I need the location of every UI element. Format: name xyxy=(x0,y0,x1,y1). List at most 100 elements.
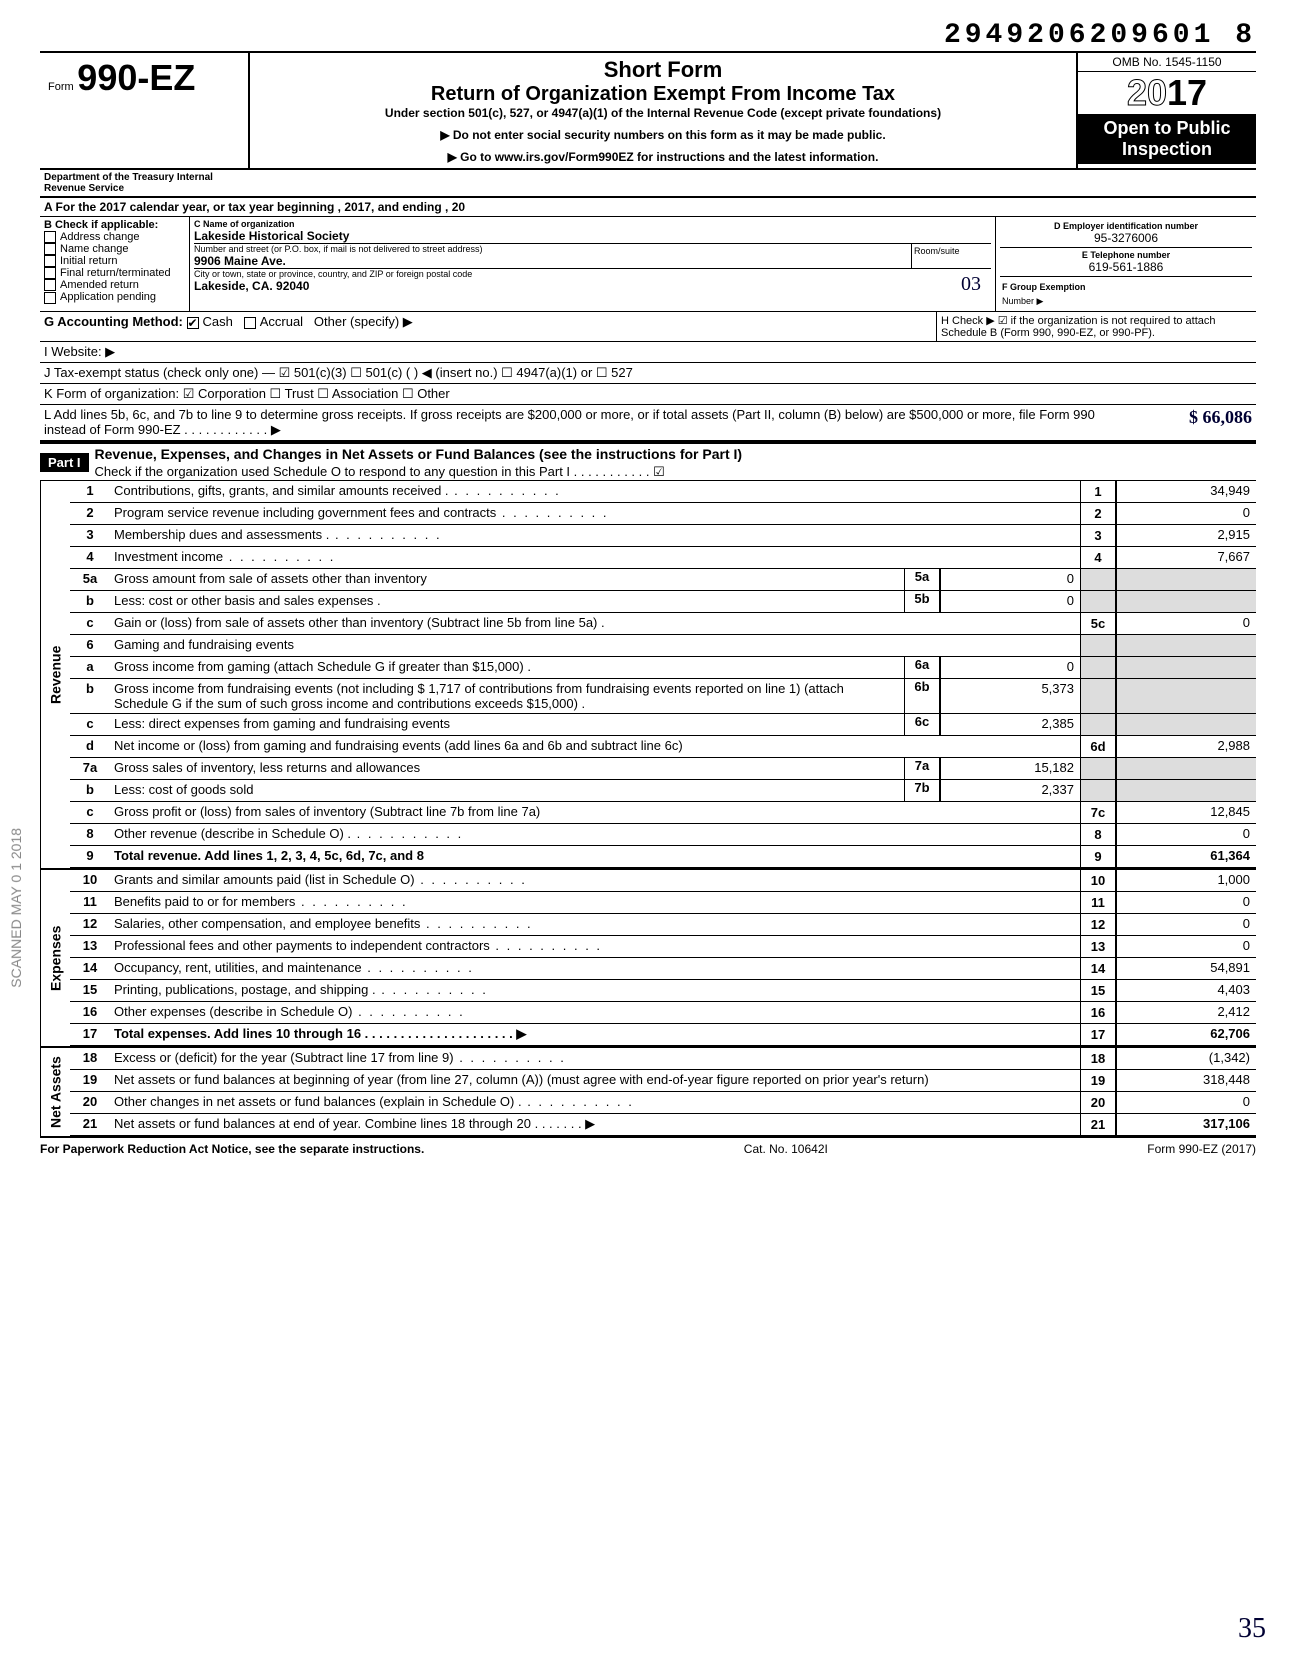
cash-checkbox[interactable] xyxy=(187,317,199,329)
ln-num: 8 xyxy=(70,824,110,845)
inner-box: 5b xyxy=(904,591,940,612)
revenue-side-label: Revenue xyxy=(40,481,70,868)
ln-value: 2,988 xyxy=(1116,736,1256,757)
form-subtitle: Return of Organization Exempt From Incom… xyxy=(260,83,1066,106)
line-k: K Form of organization: ☑ Corporation ☐ … xyxy=(40,384,1256,405)
open-to-public: Open to Public Inspection xyxy=(1078,114,1256,164)
f-sub: Number ▶ xyxy=(1002,296,1043,306)
form-under: Under section 501(c), 527, or 4947(a)(1)… xyxy=(260,106,1066,120)
ln-num: 17 xyxy=(70,1024,110,1045)
b-opt[interactable]: Address change xyxy=(44,231,185,243)
ln-box: 5c xyxy=(1080,613,1116,634)
ln-text: Gross income from fundraising events (no… xyxy=(110,679,904,713)
paperwork-notice: For Paperwork Reduction Act Notice, see … xyxy=(40,1142,424,1156)
b-opt[interactable]: Amended return xyxy=(44,279,185,291)
ln-box-shade xyxy=(1080,657,1116,678)
room-handwritten: 03 xyxy=(961,273,981,296)
org-address: 9906 Maine Ave. xyxy=(194,254,911,268)
line-j: J Tax-exempt status (check only one) — ☑… xyxy=(40,363,1256,384)
ln-box: 15 xyxy=(1080,980,1116,1001)
line-l-text: L Add lines 5b, 6c, and 7b to line 9 to … xyxy=(44,407,1112,438)
ln-num: 12 xyxy=(70,914,110,935)
ln-value: 0 xyxy=(1116,914,1256,935)
inner-value: 5,373 xyxy=(940,679,1080,713)
inner-box: 7a xyxy=(904,758,940,779)
ln-num: 2 xyxy=(70,503,110,524)
inner-value: 2,385 xyxy=(940,714,1080,735)
ln-text: Salaries, other compensation, and employ… xyxy=(110,914,1080,935)
org-name: Lakeside Historical Society xyxy=(194,229,991,243)
ln-text: Grants and similar amounts paid (list in… xyxy=(110,870,1080,891)
ln-text: Less: cost or other basis and sales expe… xyxy=(110,591,904,612)
ln-value: 34,949 xyxy=(1116,481,1256,502)
ln-val-shade xyxy=(1116,780,1256,801)
netassets-side-label: Net Assets xyxy=(40,1048,70,1136)
ln-value: 1,000 xyxy=(1116,870,1256,891)
expenses-section: Expenses 10Grants and similar amounts pa… xyxy=(40,870,1256,1048)
form-title-box: Short Form Return of Organization Exempt… xyxy=(250,53,1076,168)
ln-num: 4 xyxy=(70,547,110,568)
org-city: Lakeside, CA. 92040 xyxy=(194,279,991,293)
form-number-box: Form 990-EZ xyxy=(40,53,250,168)
ln-text: Less: cost of goods sold xyxy=(110,780,904,801)
line-i: I Website: ▶ xyxy=(40,342,1256,363)
ln-value: 7,667 xyxy=(1116,547,1256,568)
revenue-section: Revenue 1Contributions, gifts, grants, a… xyxy=(40,481,1256,870)
ln-num: 7a xyxy=(70,758,110,779)
ln-val-shade xyxy=(1116,569,1256,590)
accrual-label: Accrual xyxy=(260,314,303,329)
form-note1: ▶ Do not enter social security numbers o… xyxy=(260,128,1066,142)
page-footer: For Paperwork Reduction Act Notice, see … xyxy=(40,1138,1256,1156)
b-opt[interactable]: Application pending xyxy=(44,291,185,303)
ln-text: Less: direct expenses from gaming and fu… xyxy=(110,714,904,735)
ln-text: Occupancy, rent, utilities, and maintena… xyxy=(110,958,1080,979)
ln-num: c xyxy=(70,613,110,634)
ln-num: 9 xyxy=(70,846,110,867)
form-header: Form 990-EZ Short Form Return of Organiz… xyxy=(40,51,1256,170)
document-id: 2949206209601 8 xyxy=(40,20,1256,51)
ln-text: Program service revenue including govern… xyxy=(110,503,1080,524)
room-label: Room/suite xyxy=(914,246,989,256)
ln-box-shade xyxy=(1080,679,1116,713)
catalog-number: Cat. No. 10642I xyxy=(744,1142,828,1156)
ln-text: Gross profit or (loss) from sales of inv… xyxy=(110,802,1080,823)
inner-value: 15,182 xyxy=(940,758,1080,779)
ln-box: 8 xyxy=(1080,824,1116,845)
ln-text: Gain or (loss) from sale of assets other… xyxy=(110,613,1080,634)
ln-value: (1,342) xyxy=(1116,1048,1256,1069)
ln-box: 18 xyxy=(1080,1048,1116,1069)
ln-num: 11 xyxy=(70,892,110,913)
b-opt[interactable]: Name change xyxy=(44,243,185,255)
form-prefix: Form xyxy=(48,81,74,93)
tax-year: 2017 xyxy=(1078,72,1256,114)
part1-title: Revenue, Expenses, and Changes in Net As… xyxy=(89,444,1256,464)
section-b: B Check if applicable: Address change Na… xyxy=(40,217,190,311)
ln-num: 6 xyxy=(70,635,110,656)
ln-num: 18 xyxy=(70,1048,110,1069)
ln-box: 6d xyxy=(1080,736,1116,757)
ln-text: Excess or (deficit) for the year (Subtra… xyxy=(110,1048,1080,1069)
ln-text: Other revenue (describe in Schedule O) . xyxy=(110,824,1080,845)
form-note2: ▶ Go to www.irs.gov/Form990EZ for instru… xyxy=(260,150,1066,164)
short-form-title: Short Form xyxy=(260,57,1066,83)
inner-box: 6b xyxy=(904,679,940,713)
ln-text: Other expenses (describe in Schedule O) xyxy=(110,1002,1080,1023)
h-box: H Check ▶ ☑ if the organization is not r… xyxy=(936,312,1256,341)
dept-row: Department of the Treasury Internal Reve… xyxy=(40,170,1256,198)
inner-value: 0 xyxy=(940,657,1080,678)
ln-val-shade xyxy=(1116,714,1256,735)
ln-text: Net income or (loss) from gaming and fun… xyxy=(110,736,1080,757)
ln-num: c xyxy=(70,714,110,735)
ln-num: 19 xyxy=(70,1070,110,1091)
ln-num: 15 xyxy=(70,980,110,1001)
b-opt[interactable]: Initial return xyxy=(44,255,185,267)
accrual-checkbox[interactable] xyxy=(244,317,256,329)
ln-num: 13 xyxy=(70,936,110,957)
ln-text: Gross sales of inventory, less returns a… xyxy=(110,758,904,779)
ln-value: 54,891 xyxy=(1116,958,1256,979)
ln-box: 19 xyxy=(1080,1070,1116,1091)
b-opt[interactable]: Final return/terminated xyxy=(44,267,185,279)
ln-box-shade xyxy=(1080,758,1116,779)
line-a: A For the 2017 calendar year, or tax yea… xyxy=(40,198,1256,217)
ln-box: 1 xyxy=(1080,481,1116,502)
